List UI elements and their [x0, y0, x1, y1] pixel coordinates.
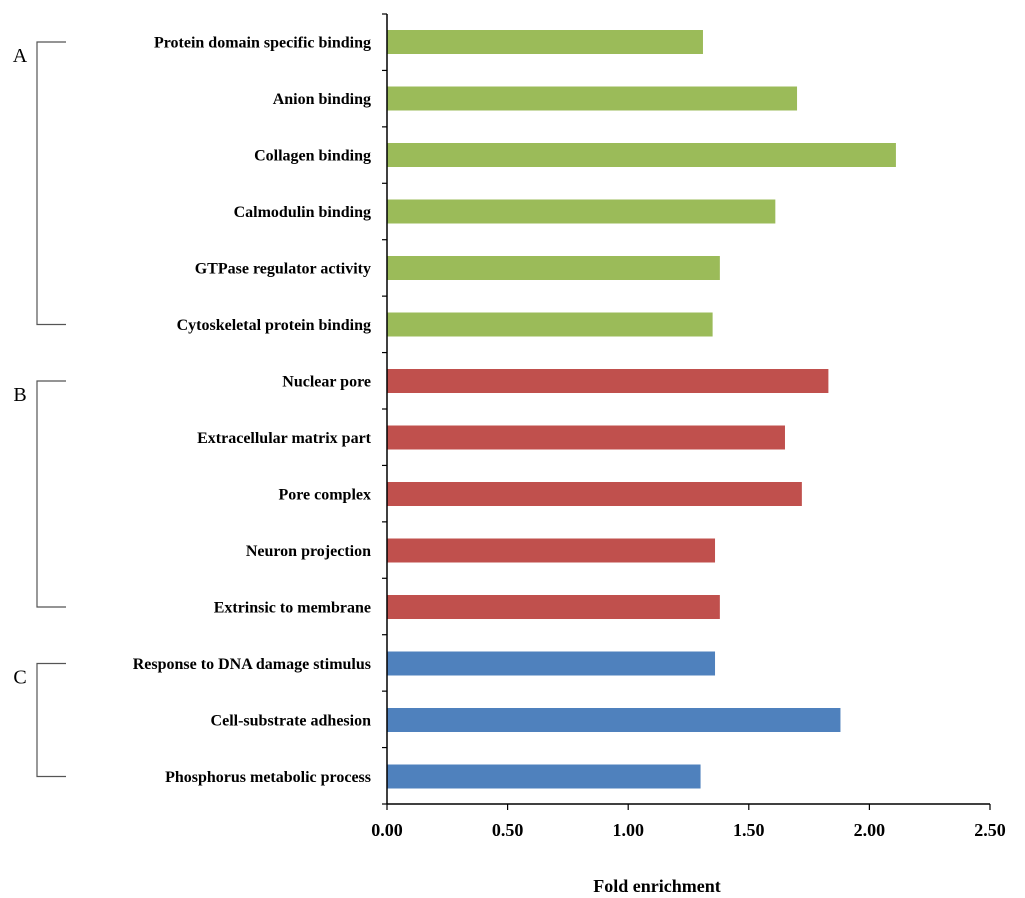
category-label: Collagen binding [254, 148, 371, 165]
category-label: Neuron projection [246, 543, 371, 560]
x-tick-labels: 0.00 0.50 1.00 1.50 2.00 2.50 [371, 820, 1006, 840]
x-axis-title: Fold enrichment [593, 876, 721, 896]
group-bracket [36, 380, 66, 608]
bar [387, 86, 798, 111]
category-label: Cell-substrate adhesion [211, 713, 372, 730]
x-tick-label: 0.00 [371, 820, 403, 840]
bars [387, 30, 896, 789]
bar [387, 651, 716, 676]
bar [387, 143, 896, 167]
axes [382, 13, 991, 810]
x-tick-label: 0.50 [492, 820, 524, 840]
category-label: Cytoskeletal protein binding [177, 317, 371, 334]
category-label: Anion binding [273, 91, 371, 108]
bar [387, 199, 776, 224]
bar [387, 312, 713, 337]
category-label: Extrinsic to membrane [214, 600, 371, 617]
category-label: Protein domain specific binding [154, 35, 371, 52]
bar [387, 369, 829, 393]
bar [387, 764, 701, 789]
bar [387, 482, 802, 506]
group-bracket [36, 662, 66, 778]
group-brackets: A B C [13, 41, 66, 778]
bar [387, 30, 703, 54]
category-label: Response to DNA damage stimulus [133, 656, 371, 673]
group-label: B [13, 384, 26, 406]
bar [387, 708, 841, 732]
group-label: A [13, 45, 28, 67]
x-tick-label: 2.00 [854, 820, 886, 840]
category-label: Nuclear pore [282, 374, 371, 391]
bar [387, 256, 720, 280]
bar [387, 538, 716, 563]
x-tick-label: 1.50 [733, 820, 765, 840]
category-label: Phosphorus metabolic process [165, 769, 371, 786]
group-bracket [36, 41, 66, 326]
x-tick-label: 2.50 [974, 820, 1006, 840]
group-label: C [13, 667, 26, 689]
bar [387, 595, 720, 619]
category-label: GTPase regulator activity [195, 261, 371, 278]
category-label: Calmodulin binding [234, 204, 371, 221]
category-label: Extracellular matrix part [197, 430, 372, 447]
bar [387, 425, 785, 450]
x-tick-label: 1.00 [612, 820, 644, 840]
category-labels: Protein domain specific binding Anion bin… [133, 35, 372, 787]
category-label: Pore complex [278, 487, 371, 504]
